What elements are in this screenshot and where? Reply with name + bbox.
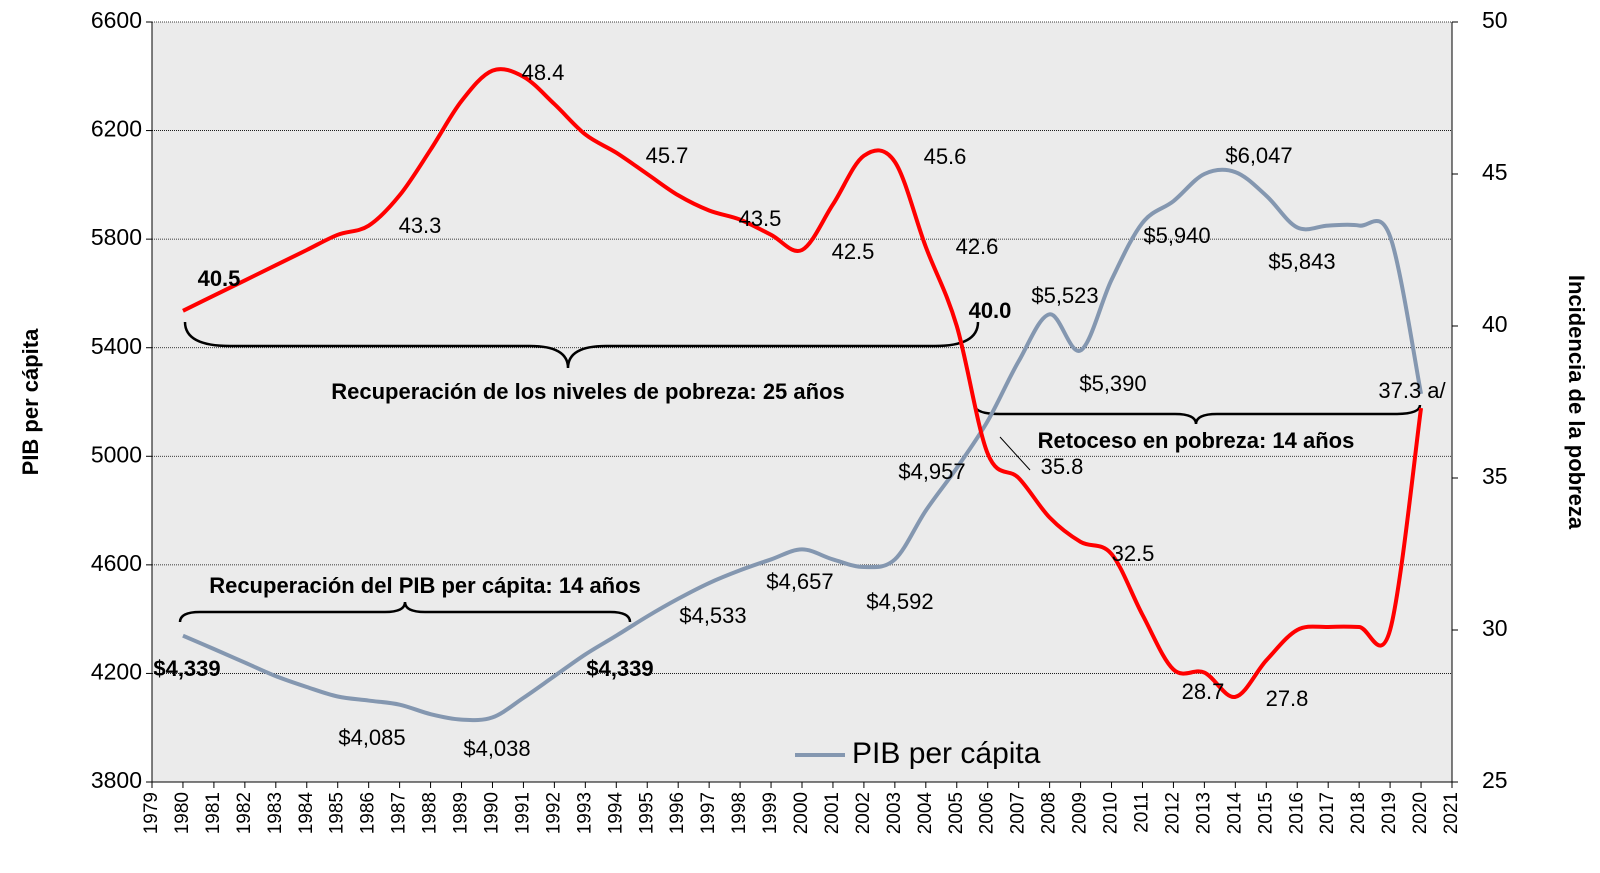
x-tick-label: 1992 (543, 792, 564, 834)
data-label: 37.3 a/ (1378, 378, 1446, 403)
brace (973, 404, 1422, 425)
y-tick-label: 5800 (91, 224, 142, 250)
x-tick-label: 1990 (481, 792, 502, 834)
x-tick-label: 1979 (141, 792, 162, 834)
x-tick-label: 2019 (1379, 792, 1400, 834)
x-tick-label: 2005 (946, 792, 967, 834)
data-label: 45.7 (646, 143, 689, 168)
y-tick-label: 4600 (91, 550, 142, 576)
x-tick-label: 2016 (1286, 792, 1307, 834)
x-tick-label: 2014 (1224, 792, 1245, 835)
x-tick-label: 2020 (1410, 792, 1431, 834)
x-tick-label: 1982 (234, 792, 255, 834)
x-tick-label: 1985 (327, 792, 348, 834)
x-tick-label: 2011 (1131, 792, 1152, 833)
y-tick-label: 6600 (91, 7, 142, 33)
x-tick-label: 2015 (1255, 792, 1276, 834)
x-tick-label: 1984 (296, 792, 317, 835)
leader-line (999, 436, 1031, 471)
data-label: $4,339 (153, 656, 220, 681)
x-tick-label: 1980 (172, 792, 193, 834)
data-label: $5,843 (1268, 249, 1335, 274)
x-tick-label: 1994 (605, 792, 626, 835)
y-tick-label: 4200 (91, 659, 142, 685)
y-tick-label: 5000 (91, 441, 142, 467)
series-line (182, 167, 1424, 723)
x-tick-label: 2013 (1193, 792, 1214, 834)
x-tick-label: 2012 (1162, 792, 1183, 834)
x-tick-label: 1989 (451, 792, 472, 834)
annotation: Retoceso en pobreza: 14 años (1038, 428, 1355, 453)
data-label: 42.5 (832, 239, 875, 264)
data-label: $6,047 (1225, 143, 1292, 168)
annotation: Recuperación del PIB per cápita: 14 años (209, 573, 641, 598)
x-tick-label: 2001 (822, 792, 843, 834)
x-tick-label: 1996 (667, 792, 688, 834)
x-tick-label: 1986 (358, 792, 379, 834)
data-label: 40.5 (198, 266, 241, 291)
data-label: $4,592 (866, 589, 933, 614)
x-tick-label: 1997 (698, 792, 719, 834)
y-tick-label: 6200 (91, 116, 142, 142)
x-tick-label: 1987 (389, 792, 410, 834)
data-label: $4,339 (586, 656, 653, 681)
x-tick-label: 1983 (265, 792, 286, 834)
x-tick-label: 2018 (1348, 792, 1369, 834)
plot-area (152, 22, 1452, 782)
x-tick-label: 2021 (1441, 792, 1462, 834)
data-label: $4,657 (766, 569, 833, 594)
brace (183, 321, 980, 369)
data-label: 35.8 (1041, 454, 1084, 479)
y-axis-label: PIB per cápita (18, 328, 43, 475)
brace (178, 601, 632, 623)
y-tick-label: 5400 (91, 333, 142, 359)
data-label: 45.6 (924, 144, 967, 169)
y2-tick-label: 50 (1482, 7, 1508, 33)
y2-tick-label: 30 (1482, 615, 1508, 641)
data-label: 32.5 (1112, 541, 1155, 566)
x-tick-label: 2006 (977, 792, 998, 834)
x-tick-label: 2002 (853, 792, 874, 834)
x-tick-label: 1995 (636, 792, 657, 834)
y2-tick-label: 25 (1482, 767, 1508, 793)
x-tick-label: 1981 (203, 792, 224, 834)
x-tick-label: 2004 (915, 792, 936, 835)
data-label: 42.6 (956, 234, 999, 259)
x-tick-label: 2003 (884, 792, 905, 834)
data-label: $5,940 (1143, 223, 1210, 248)
data-label: 48.4 (522, 60, 565, 85)
y2-tick-label: 45 (1482, 159, 1508, 185)
data-label: $4,038 (463, 736, 530, 761)
x-tick-label: 2009 (1070, 792, 1091, 834)
data-label: $4,957 (898, 459, 965, 484)
series-line (182, 67, 1424, 699)
x-tick-label: 2007 (1008, 792, 1029, 834)
y-tick-label: 3800 (91, 767, 142, 793)
x-tick-label: 1988 (420, 792, 441, 834)
y2-tick-label: 40 (1482, 311, 1508, 337)
x-tick-label: 2017 (1317, 792, 1338, 834)
y2-axis-label: Incidencia de la pobreza (1564, 275, 1589, 530)
x-tick-label: 1991 (512, 792, 533, 834)
data-label: $4,533 (679, 603, 746, 628)
y2-tick-label: 35 (1482, 463, 1508, 489)
x-tick-label: 2010 (1101, 792, 1122, 834)
annotation: Recuperación de los niveles de pobreza: … (331, 379, 845, 404)
data-label: 28.7 (1182, 679, 1225, 704)
data-label: $5,523 (1031, 283, 1098, 308)
x-tick-label: 2008 (1039, 792, 1060, 834)
legend-label: PIB per cápita (852, 737, 1041, 770)
data-label: 43.5 (739, 206, 782, 231)
data-label: $5,390 (1079, 371, 1146, 396)
data-label: 43.3 (399, 213, 442, 238)
x-tick-label: 1999 (760, 792, 781, 834)
data-label: 40.0 (969, 298, 1012, 323)
x-tick-label: 1993 (574, 792, 595, 834)
data-label: 27.8 (1266, 686, 1309, 711)
x-tick-label: 2000 (791, 792, 812, 834)
x-tick-label: 1998 (729, 792, 750, 834)
data-label: $4,085 (338, 725, 405, 750)
